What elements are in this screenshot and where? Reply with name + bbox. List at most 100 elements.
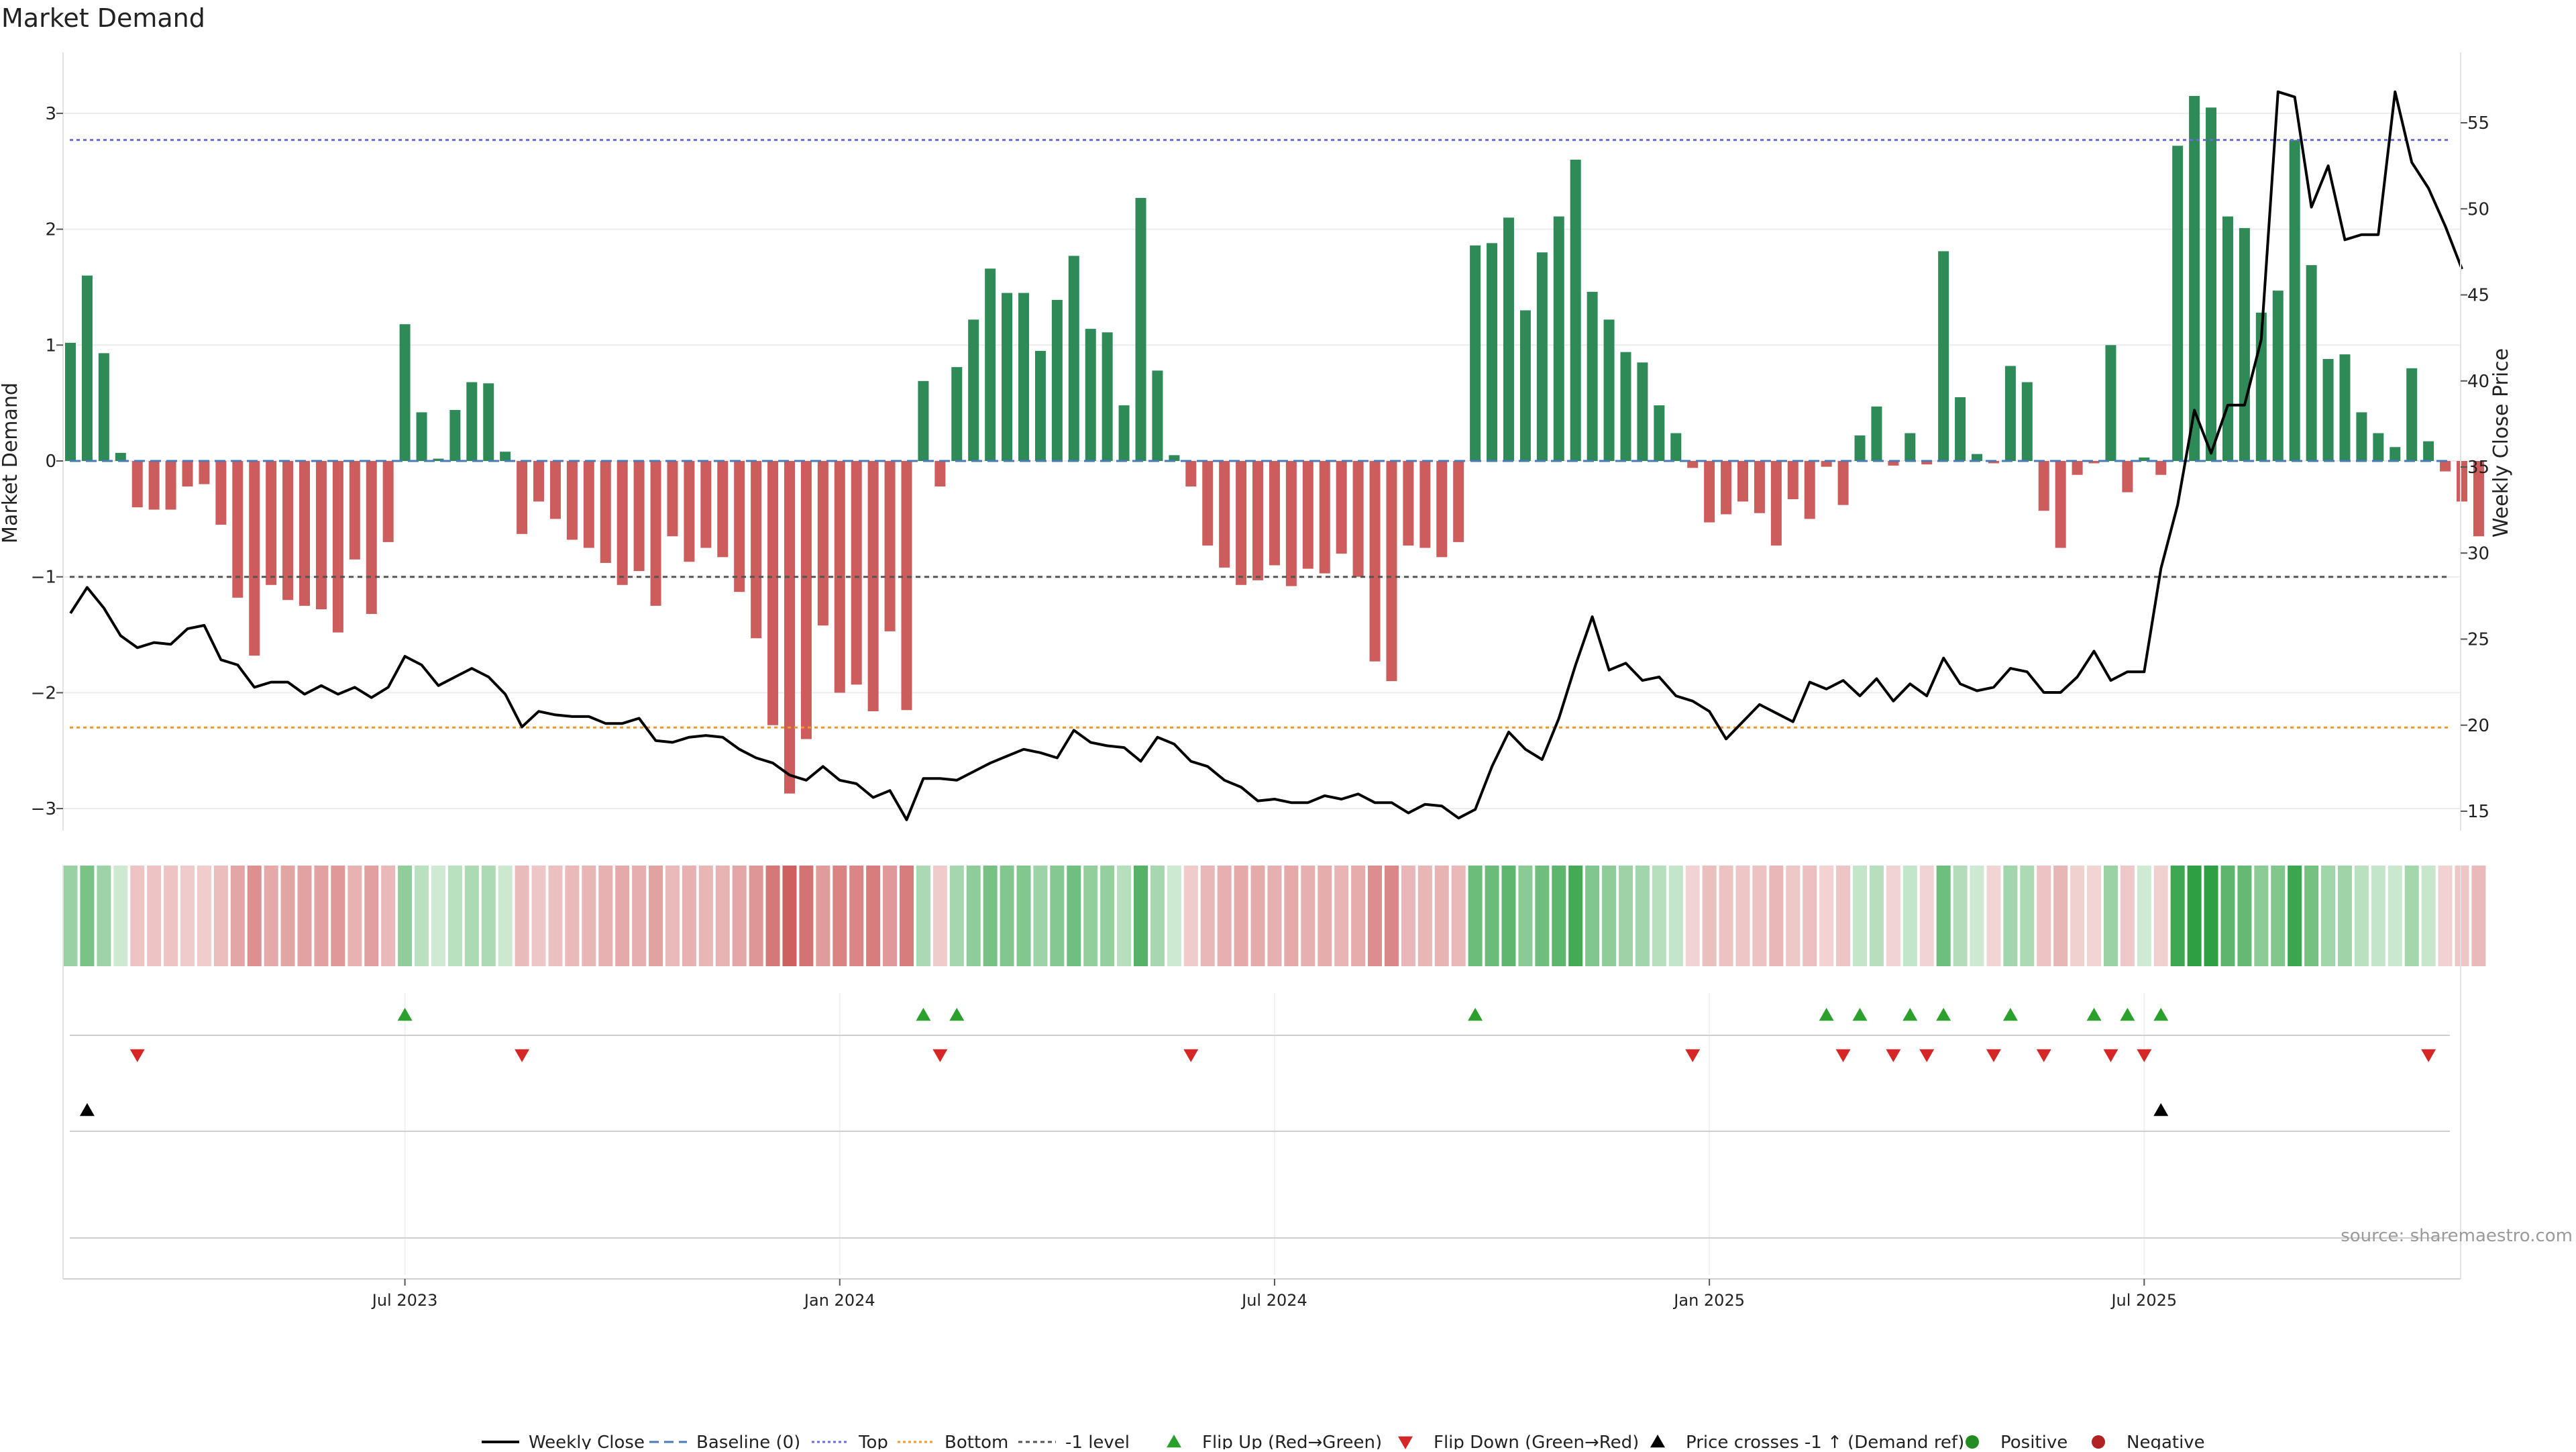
- demand-bar-positive: [1553, 216, 1564, 461]
- heat-cell: [1568, 866, 1583, 966]
- demand-bar-positive: [2390, 447, 2401, 461]
- heat-cell: [2204, 866, 2218, 966]
- heat-cell: [180, 866, 195, 966]
- demand-bar-negative: [867, 461, 879, 712]
- heat-cell: [464, 866, 479, 966]
- heat-cell: [682, 866, 696, 966]
- heat-cell: [431, 866, 445, 966]
- axes-layer: 3 2 1 0 −1 −2 −3 55 50 45 40 35 30 25 20 15 Jul 2023 Jan …: [31, 52, 2489, 1310]
- demand-bar-positive: [2189, 95, 2200, 461]
- flip-up-marker: [1936, 1008, 1951, 1021]
- demand-bar-positive: [1637, 362, 1648, 461]
- y2-tick-label: 20: [2467, 716, 2489, 736]
- reference-levels: [70, 139, 2450, 729]
- demand-bar-negative: [549, 461, 561, 519]
- heat-cell: [2037, 866, 2051, 966]
- heat-cell: [883, 866, 898, 966]
- heat-cell: [782, 866, 797, 966]
- heat-cell: [2053, 866, 2068, 966]
- demand-bar-negative: [2473, 461, 2484, 537]
- heat-cell: [1618, 866, 1633, 966]
- demand-bar-negative: [583, 461, 594, 548]
- heat-cell: [2220, 866, 2235, 966]
- demand-bar-negative: [717, 461, 729, 558]
- heat-cell: [582, 866, 596, 966]
- heat-cell: [816, 866, 830, 966]
- heat-cell: [1652, 866, 1666, 966]
- demand-bar-negative: [282, 461, 294, 601]
- heat-cell: [481, 866, 496, 966]
- y2-tick-label: 40: [2467, 372, 2489, 392]
- y2-tick-label: 50: [2467, 199, 2489, 219]
- heat-cell: [247, 866, 262, 966]
- demand-bar-negative: [349, 461, 360, 560]
- heat-cell: [849, 866, 864, 966]
- heat-cell: [2237, 866, 2252, 966]
- demand-bar-negative: [633, 461, 645, 572]
- heat-cell: [1368, 866, 1383, 966]
- heat-cell: [1585, 866, 1600, 966]
- demand-bar-positive: [1487, 243, 1498, 461]
- heat-cell: [113, 866, 128, 966]
- flip-down-marker: [1183, 1049, 1199, 1062]
- heat-cell: [2371, 866, 2385, 966]
- demand-bar-positive: [918, 380, 929, 461]
- heat-cell: [1150, 866, 1165, 966]
- legend-item: -1 level: [1018, 1433, 1130, 1452]
- demand-bar-negative: [851, 461, 862, 685]
- heat-cell: [698, 866, 713, 966]
- legend-item: Negative: [2092, 1433, 2205, 1452]
- y-tick-label: −3: [31, 799, 56, 819]
- heat-cell: [615, 866, 630, 966]
- legend: Weekly Close Baseline (0) Top Bottom -1 leve…: [482, 1433, 2205, 1452]
- demand-bar-negative: [1453, 461, 1464, 542]
- heat-cell: [1819, 866, 1834, 966]
- legend-swatch-price-cross: [1650, 1435, 1665, 1448]
- heat-cell: [1284, 866, 1299, 966]
- heat-cell: [2187, 866, 2202, 966]
- chart-title: Market Demand: [1, 3, 205, 33]
- heat-cell: [1100, 866, 1115, 966]
- legend-item: Flip Down (Green→Red): [1398, 1433, 1639, 1452]
- demand-bar-negative: [1837, 461, 1849, 505]
- demand-bar-negative: [1804, 461, 1815, 519]
- demand-bar-negative: [700, 461, 712, 548]
- legend-swatch-flip-up: [1167, 1435, 1181, 1448]
- demand-bar-negative: [2088, 461, 2100, 464]
- demand-bar-negative: [215, 461, 227, 525]
- heat-cell: [331, 866, 345, 966]
- heat-cell: [1384, 866, 1399, 966]
- demand-bar-positive: [2373, 433, 2384, 461]
- heat-cell: [2153, 866, 2168, 966]
- heat-cell: [1668, 866, 1683, 966]
- demand-bar-negative: [2155, 461, 2167, 475]
- demand-bar-positive: [985, 268, 996, 461]
- demand-bar-positive: [483, 383, 494, 461]
- demand-bar-negative: [1185, 461, 1197, 486]
- demand-bar-negative: [1336, 461, 1347, 554]
- heat-cell: [949, 866, 964, 966]
- demand-bar-positive: [2339, 354, 2351, 461]
- demand-bar-positive: [2105, 345, 2116, 461]
- demand-bar-positive: [1068, 256, 1079, 461]
- legend-label: Baseline (0): [696, 1433, 800, 1449]
- heat-cell: [1803, 866, 1817, 966]
- heat-cell: [2421, 866, 2436, 966]
- demand-bar-negative: [1386, 461, 1397, 682]
- heat-cell: [2354, 866, 2369, 966]
- demand-bar-negative: [1721, 461, 1732, 515]
- heat-cell: [2103, 866, 2118, 966]
- legend-swatch-negative: [2092, 1435, 2105, 1449]
- flip-down-marker: [2103, 1049, 2118, 1062]
- legend-item: Flip Up (Red→Green): [1167, 1433, 1382, 1452]
- heat-cell: [164, 866, 178, 966]
- demand-bar-negative: [1252, 461, 1264, 580]
- flip-up-marker: [1468, 1008, 1483, 1021]
- heat-cell: [213, 866, 228, 966]
- x-tick-label: Jul 2023: [371, 1291, 438, 1310]
- heat-cell: [916, 866, 930, 966]
- heat-cell: [498, 866, 513, 966]
- flip-up-marker: [1819, 1008, 1834, 1021]
- heat-cell: [2304, 866, 2319, 966]
- heat-cell: [1351, 866, 1366, 966]
